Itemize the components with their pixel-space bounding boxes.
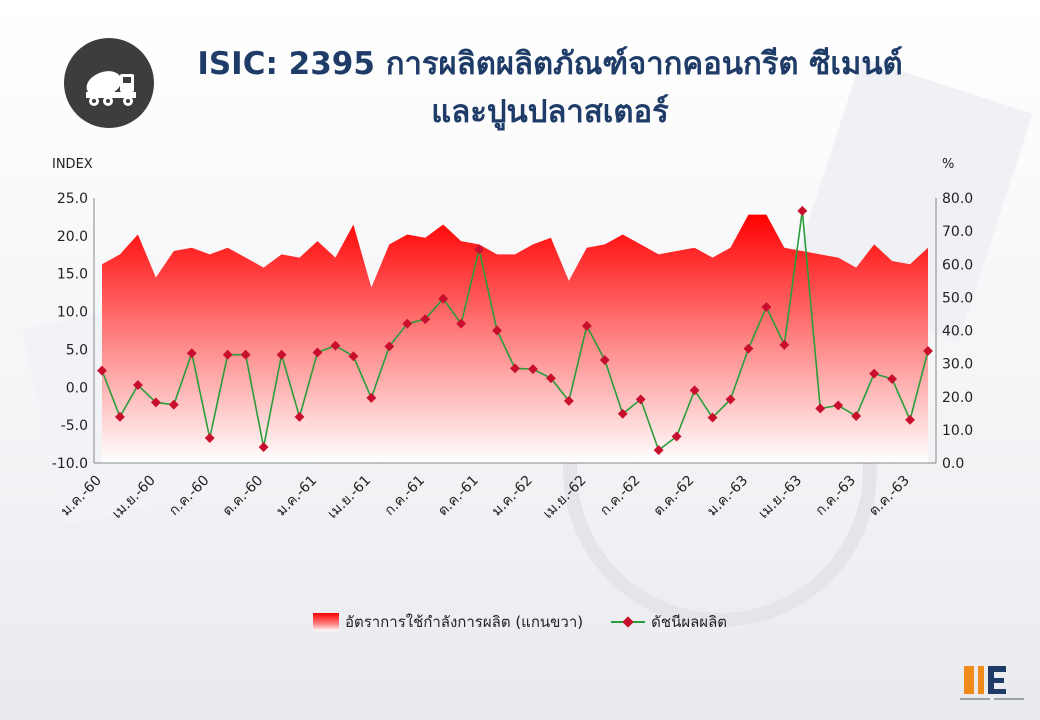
right-tick-label: 20.0 [942, 390, 973, 406]
left-tick-label: -10.0 [52, 456, 88, 472]
x-tick-label: ต.ค.-62 [651, 473, 698, 520]
left-tick-label: 25.0 [57, 191, 88, 207]
x-tick-label: ม.ค.-63 [704, 473, 751, 520]
production-index-point [402, 318, 413, 329]
production-index-point [545, 373, 556, 384]
production-index-point [797, 205, 808, 216]
left-tick-label: 15.0 [57, 267, 88, 283]
production-index-point [779, 339, 790, 350]
organization-logo [958, 662, 1028, 712]
right-axis-title: % [942, 157, 954, 172]
production-index-point [635, 394, 646, 405]
production-index-point [923, 345, 933, 356]
production-index-point [348, 351, 359, 362]
production-index-point [761, 302, 772, 312]
right-tick-label: 0.0 [942, 456, 964, 472]
production-index-point [204, 433, 215, 443]
x-tick-label: ต.ค.-63 [866, 473, 913, 520]
x-tick-label: ต.ค.-61 [435, 473, 482, 520]
production-index-point [887, 374, 898, 384]
production-index-point [707, 412, 718, 423]
left-axis-title: INDEX [52, 157, 93, 172]
x-tick-label: ก.ค.-61 [382, 473, 428, 519]
production-index-point [384, 341, 395, 352]
right-tick-label: 40.0 [942, 324, 973, 340]
x-tick-label: ก.ค.-63 [813, 473, 859, 519]
header-icon-badge [64, 38, 154, 128]
chart-title-line1: ISIC: 2395 การผลิตผลิตภัณฑ์จากคอนกรีต ซี… [197, 46, 903, 82]
right-tick-label: 50.0 [942, 290, 973, 306]
legend-label-index: ดัชนีผลผลิต [651, 613, 728, 631]
production-index-point [438, 293, 449, 304]
production-index-point [869, 368, 880, 379]
production-index-point [420, 314, 431, 325]
production-index-point [132, 380, 143, 390]
production-index-point [222, 349, 233, 360]
x-tick-label: เม.ย.-62 [540, 473, 589, 522]
production-index-point [833, 400, 844, 411]
production-index-point [240, 349, 251, 360]
right-tick-label: 10.0 [942, 423, 973, 439]
production-index-point [510, 363, 520, 374]
production-index-point [599, 355, 610, 365]
left-tick-label: 10.0 [57, 305, 88, 321]
production-index-point [851, 411, 862, 422]
capacity-area-series [102, 214, 928, 463]
production-index-point [276, 349, 287, 360]
left-tick-label: 5.0 [66, 342, 88, 358]
production-index-point [743, 343, 754, 354]
legend-swatch-area [312, 613, 339, 631]
concrete-mixer-truck-icon [86, 71, 136, 106]
production-index-point [653, 445, 664, 456]
production-index-point [815, 403, 826, 414]
legend-swatch-line [611, 616, 646, 628]
production-index-point [725, 394, 736, 405]
x-tick-label: ม.ค.-60 [58, 473, 105, 520]
production-index-point [168, 399, 179, 410]
x-tick-label: เม.ย.-61 [325, 473, 374, 522]
left-tick-label: 20.0 [57, 229, 88, 245]
legend-item-capacity: อัตราการใช้กำลังการผลิต (แกนขวา) [312, 610, 584, 634]
production-index-point [671, 431, 682, 442]
production-index-point [150, 397, 161, 408]
chart-title: ISIC: 2395 การผลิตผลิตภัณฑ์จากคอนกรีต ซี… [170, 40, 930, 136]
right-tick-label: 80.0 [942, 191, 973, 207]
left-tick-label: 0.0 [66, 380, 88, 396]
production-index-point [563, 395, 574, 406]
chart-title-line2: และปูนปลาสเตอร์ [431, 94, 669, 130]
production-index-point [474, 244, 485, 255]
x-tick-label: ม.ค.-62 [489, 473, 536, 520]
production-index-point [492, 325, 502, 336]
left-tick-label: -5.0 [61, 418, 88, 434]
chart-legend: อัตราการใช้กำลังการผลิต (แกนขวา) ดัชนีผล… [0, 610, 1040, 634]
production-index-point [186, 348, 197, 359]
production-index-point [294, 411, 305, 422]
right-tick-label: 70.0 [942, 224, 973, 240]
production-index-point [528, 364, 538, 375]
production-index-point [581, 321, 592, 331]
x-tick-label: ก.ค.-60 [166, 473, 212, 519]
production-index-point [905, 414, 915, 425]
x-tick-label: ต.ค.-60 [220, 473, 267, 520]
legend-label-capacity: อัตราการใช้กำลังการผลิต (แกนขวา) [344, 613, 584, 631]
oie-logo-icon [960, 666, 1024, 700]
production-index-point [689, 385, 700, 396]
production-index-point [312, 347, 323, 358]
x-tick-label: เม.ย.-63 [756, 473, 805, 522]
x-tick-label: เม.ย.-60 [109, 473, 158, 522]
production-index-point [366, 392, 377, 403]
production-index-point [258, 442, 269, 453]
production-index-point [330, 340, 341, 351]
x-tick-label: ม.ค.-61 [273, 473, 320, 520]
legend-item-index: ดัชนีผลผลิต [611, 610, 727, 634]
production-index-point [456, 318, 467, 329]
right-tick-label: 30.0 [942, 357, 973, 373]
right-tick-label: 60.0 [942, 257, 973, 273]
production-index-point [617, 408, 628, 419]
x-tick-label: ก.ค.-62 [597, 473, 643, 519]
